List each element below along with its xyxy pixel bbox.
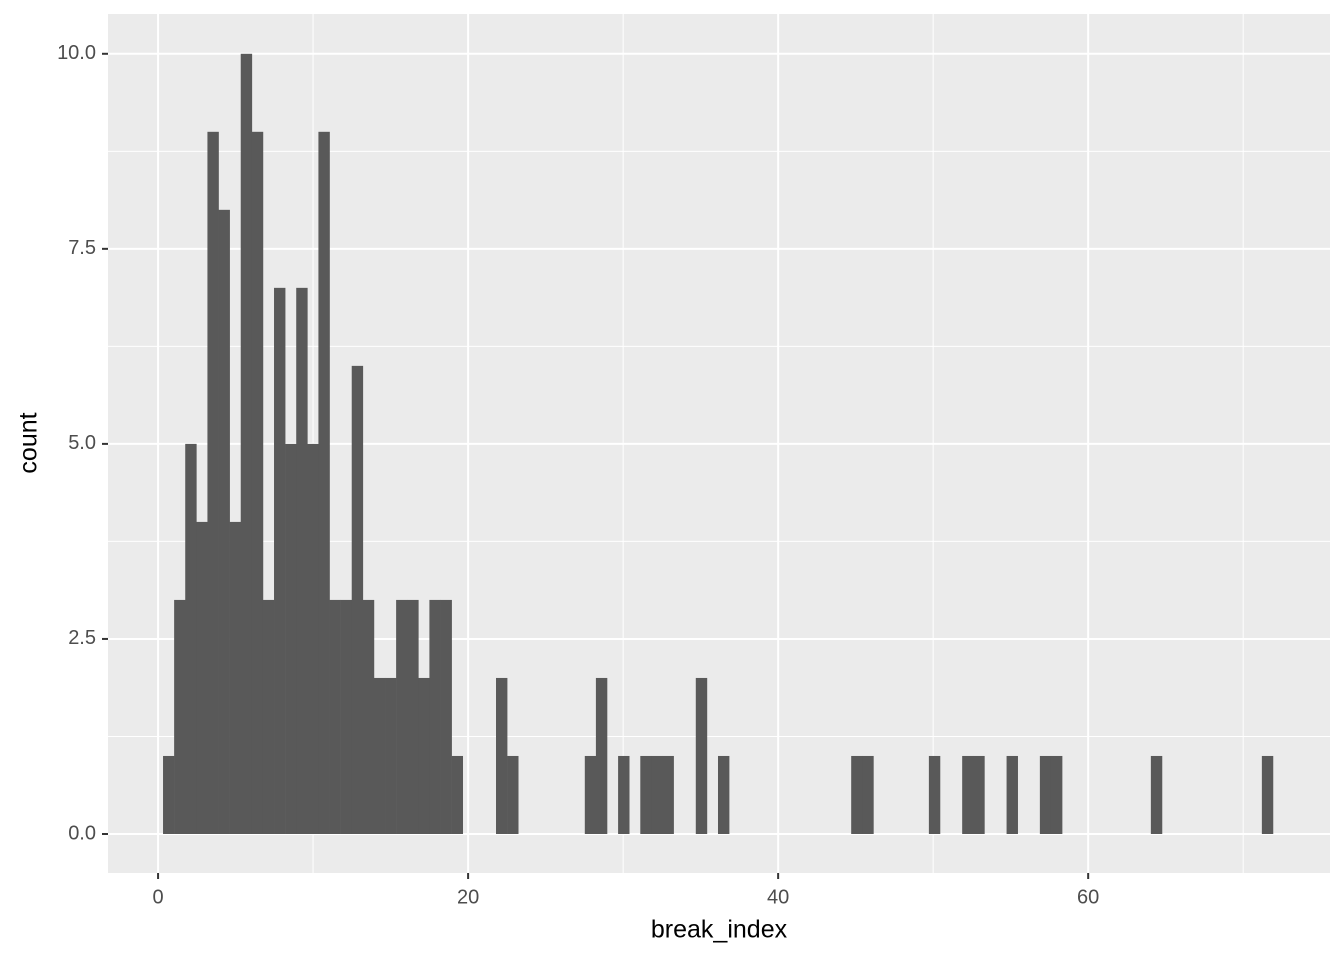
bar xyxy=(418,677,430,834)
bar xyxy=(1050,755,1063,834)
bar xyxy=(218,209,230,834)
bar xyxy=(695,677,708,834)
bar xyxy=(429,599,441,834)
bar xyxy=(196,521,208,834)
y-tick-label: 7.5 xyxy=(68,237,96,259)
bar xyxy=(174,599,186,834)
bar xyxy=(851,755,863,834)
x-tick-label: 40 xyxy=(767,886,789,908)
bar xyxy=(962,755,974,834)
bar xyxy=(318,131,330,834)
bar xyxy=(385,677,397,834)
y-axis-title: count xyxy=(15,412,43,473)
bar xyxy=(185,443,197,834)
bar xyxy=(496,677,508,834)
bar xyxy=(1150,755,1163,834)
bar xyxy=(1006,755,1018,834)
bar xyxy=(285,443,297,834)
bar xyxy=(440,599,452,834)
y-tick-label: 10.0 xyxy=(57,42,96,64)
bar xyxy=(340,599,353,834)
bar xyxy=(973,755,985,834)
bar xyxy=(329,599,341,834)
bar xyxy=(717,755,730,834)
bar xyxy=(396,599,408,834)
bar xyxy=(595,677,608,834)
bar xyxy=(207,131,219,834)
bar xyxy=(618,755,630,834)
x-tick-label: 0 xyxy=(153,886,164,908)
bar xyxy=(407,599,419,834)
bar xyxy=(651,755,663,834)
bar xyxy=(351,365,364,834)
bar xyxy=(662,755,674,834)
bar xyxy=(451,755,464,834)
bar xyxy=(307,443,319,834)
x-tick-label: 60 xyxy=(1077,886,1099,908)
bar xyxy=(862,755,874,834)
x-axis-title: break_index xyxy=(651,916,788,944)
bar xyxy=(163,755,175,834)
bar xyxy=(262,599,275,834)
bar xyxy=(229,521,242,834)
bar xyxy=(1039,755,1052,834)
bar xyxy=(928,755,941,834)
bar xyxy=(240,53,253,834)
y-tick-label: 0.0 xyxy=(68,822,96,844)
y-tick-label: 2.5 xyxy=(68,627,96,649)
y-tick-label: 5.0 xyxy=(68,432,96,454)
bar xyxy=(274,287,286,834)
bar xyxy=(584,755,597,834)
x-tick-label: 20 xyxy=(457,886,479,908)
bar xyxy=(373,677,386,834)
bar xyxy=(296,287,308,834)
bar xyxy=(507,755,519,834)
bar xyxy=(1261,755,1274,834)
bar xyxy=(362,599,375,834)
bar xyxy=(251,131,264,834)
bar xyxy=(640,755,652,834)
